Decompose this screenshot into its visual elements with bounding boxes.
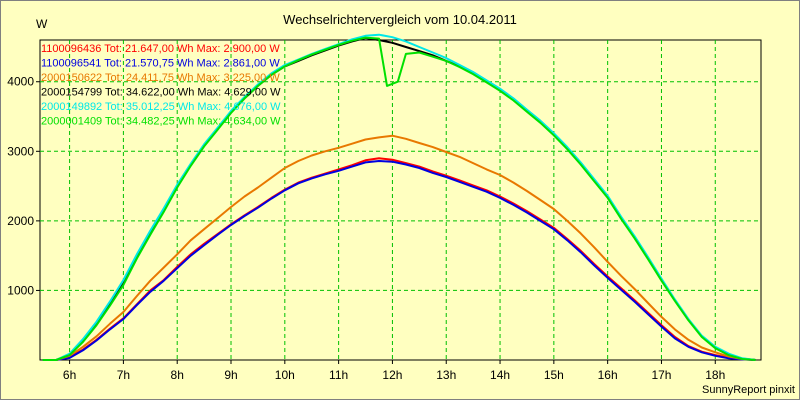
x-tick-label: 8h <box>171 368 184 382</box>
y-tick-label: 2000 <box>7 214 34 228</box>
x-tick-label: 15h <box>544 368 564 382</box>
footer-credit: SunnyReport pinxit <box>702 384 795 396</box>
y-tick-label: 4000 <box>7 75 34 89</box>
series-line-1100096541 <box>42 160 756 361</box>
series-line-2000001409 <box>42 36 756 361</box>
legend: 1100096436 Tot: 21.647,00 Wh Max: 2.900,… <box>41 43 281 128</box>
x-axis-ticks: 6h 7h 8h 9h 10h 11h 12h 13h 14h 15h 16h 17h 18h <box>63 360 725 382</box>
x-tick-label: 13h <box>436 368 456 382</box>
series-group <box>42 33 756 361</box>
x-tick-label: 14h <box>490 368 510 382</box>
chart-title: Wechselrichtervergleich vom 10.04.2011 <box>283 12 517 27</box>
legend-entry-1100096541: 1100096541 Tot: 21.570,75 Wh Max: 2.861,… <box>41 58 280 70</box>
y-tick-label: 3000 <box>7 144 34 158</box>
legend-entry-2000150622: 2000150622 Tot: 24.411,75 Wh Max: 3.225,… <box>41 72 280 84</box>
legend-entry-2000149892: 2000149892 Tot: 35.012,25 Wh Max: 4.676,… <box>41 101 281 113</box>
y-tick-label: 1000 <box>7 283 34 297</box>
legend-entry-2000001409: 2000001409 Tot: 34.482,25 Wh Max: 4.634,… <box>41 116 281 128</box>
y-axis-ticks: 1000 2000 3000 4000 <box>7 75 40 297</box>
legend-entry-2000154799: 2000154799 Tot: 34.622,00 Wh Max: 4.629,… <box>41 87 281 99</box>
series-line-2000149892 <box>42 33 756 361</box>
y-axis-unit: W <box>36 17 48 31</box>
legend-entry-1100096436: 1100096436 Tot: 21.647,00 Wh Max: 2.900,… <box>41 43 280 55</box>
x-tick-label: 9h <box>224 368 237 382</box>
x-tick-label: 7h <box>117 368 130 382</box>
x-tick-label: 17h <box>651 368 671 382</box>
x-tick-label: 12h <box>382 368 402 382</box>
grid <box>40 40 761 360</box>
x-tick-label: 18h <box>705 368 725 382</box>
x-tick-label: 16h <box>598 368 618 382</box>
x-tick-label: 10h <box>275 368 295 382</box>
series-line-2000150622 <box>42 134 756 361</box>
x-tick-label: 6h <box>63 368 76 382</box>
x-tick-label: 11h <box>329 368 348 382</box>
